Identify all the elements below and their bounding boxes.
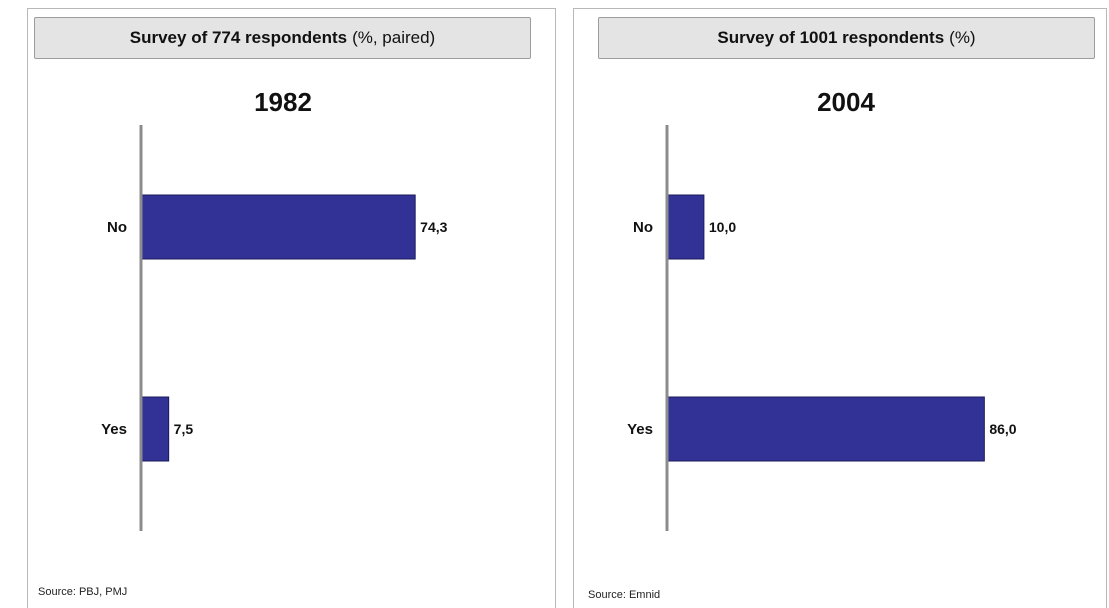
category-label-yes: Yes bbox=[627, 421, 653, 438]
bar-no bbox=[666, 194, 705, 260]
panel-header: Survey of 774 respondents (%, paired) bbox=[34, 17, 531, 59]
category-label-no: No bbox=[633, 219, 653, 236]
value-label-no: 74,3 bbox=[420, 219, 447, 235]
chart-panel-2004: Survey of 1001 respondents (%) 2004 No 10… bbox=[573, 8, 1107, 608]
header-title: Survey of 1001 respondents bbox=[717, 28, 945, 47]
bar-no bbox=[140, 194, 416, 260]
header-subtitle: (%, paired) bbox=[352, 28, 436, 47]
chart-title: 1982 bbox=[254, 87, 312, 117]
bar-chart-1982: No 74,3 Yes 7,5 bbox=[101, 125, 448, 531]
header-title: Survey of 774 respondents bbox=[129, 28, 348, 47]
chart-panel-1982: Survey of 774 respondents (%, paired) 19… bbox=[27, 8, 556, 608]
bar-yes bbox=[666, 396, 985, 462]
source-note: Source: PBJ, PMJ bbox=[38, 586, 128, 598]
value-label-no: 10,0 bbox=[709, 219, 736, 235]
bar-chart-2004: No 10,0 Yes 86,0 bbox=[627, 125, 1017, 531]
panel-header: Survey of 1001 respondents (%) bbox=[598, 17, 1095, 59]
source-note: Source: Emnid bbox=[588, 589, 661, 601]
header-subtitle: (%) bbox=[949, 28, 976, 47]
bar-yes bbox=[140, 396, 170, 462]
category-label-no: No bbox=[107, 219, 127, 236]
chart-title: 2004 bbox=[817, 87, 875, 117]
value-label-yes: 86,0 bbox=[989, 421, 1016, 437]
category-label-yes: Yes bbox=[101, 421, 127, 438]
value-label-yes: 7,5 bbox=[174, 421, 194, 437]
